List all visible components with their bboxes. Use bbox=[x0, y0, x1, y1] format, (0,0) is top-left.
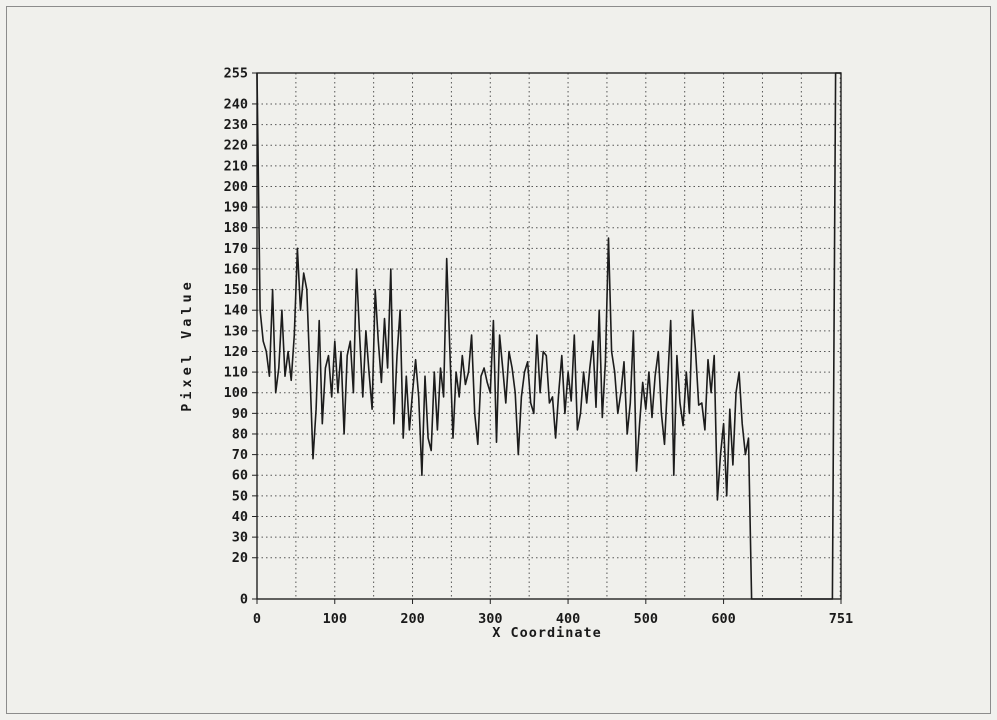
y-tick-label-1: 20 bbox=[232, 550, 248, 566]
x-tick-label-3: 300 bbox=[478, 611, 502, 627]
x-tick-label-0: 0 bbox=[253, 611, 261, 627]
x-tick-label-1: 100 bbox=[323, 611, 347, 627]
x-axis-title: X Coordinate bbox=[492, 625, 602, 641]
y-tick-label-19: 200 bbox=[224, 179, 248, 195]
series-layer bbox=[256, 72, 841, 600]
y-tick-label-9: 100 bbox=[224, 385, 248, 401]
pixel-profile-line bbox=[256, 72, 841, 600]
y-tick-label-24: 255 bbox=[224, 66, 248, 82]
x-tick-label-5: 500 bbox=[634, 611, 658, 627]
y-tick-label-3: 40 bbox=[232, 509, 248, 525]
y-tick-label-0: 0 bbox=[240, 592, 248, 608]
y-tick-label-23: 240 bbox=[224, 96, 248, 112]
y-tick-label-21: 220 bbox=[224, 138, 248, 154]
chart-axes bbox=[252, 72, 842, 604]
y-tick-label-6: 70 bbox=[232, 447, 248, 463]
y-tick-label-15: 160 bbox=[224, 261, 248, 277]
plot-frame bbox=[256, 72, 842, 600]
y-tick-label-18: 190 bbox=[224, 200, 248, 216]
grid-lines bbox=[257, 72, 841, 600]
pixel-value-chart: 0 100 200 300 400 500 600 751 0 20 30 40 50 60 70 80 90… bbox=[179, 66, 853, 642]
x-tick-label-4: 400 bbox=[556, 611, 580, 627]
plot-window: 0 100 200 300 400 500 600 751 0 20 30 40 50 60 70 80 90… bbox=[6, 6, 991, 714]
y-tick-label-13: 140 bbox=[224, 303, 248, 319]
y-tick-label-7: 80 bbox=[232, 426, 248, 442]
x-tick-labels: 0 100 200 300 400 500 600 751 bbox=[253, 611, 853, 627]
y-tick-label-14: 150 bbox=[224, 282, 248, 298]
y-tick-label-12: 130 bbox=[224, 323, 248, 339]
y-axis-title: Pixel Value bbox=[179, 278, 195, 411]
y-tick-labels: 0 20 30 40 50 60 70 80 90 100 110 120 130 140 150 160 17… bbox=[224, 66, 248, 608]
x-tick-label-2: 200 bbox=[400, 611, 424, 627]
y-tick-label-11: 120 bbox=[224, 344, 248, 360]
y-tick-label-20: 210 bbox=[224, 158, 248, 174]
x-tick-label-6: 600 bbox=[711, 611, 735, 627]
x-tick-label-7: 751 bbox=[829, 611, 853, 627]
y-tick-label-8: 90 bbox=[232, 406, 248, 422]
y-tick-label-16: 170 bbox=[224, 241, 248, 257]
y-tick-label-5: 60 bbox=[232, 468, 248, 484]
y-tick-label-4: 50 bbox=[232, 488, 248, 504]
y-tick-label-2: 30 bbox=[232, 530, 248, 546]
y-tick-label-22: 230 bbox=[224, 117, 248, 133]
y-tick-label-10: 110 bbox=[224, 365, 248, 381]
y-tick-label-17: 180 bbox=[224, 220, 248, 236]
